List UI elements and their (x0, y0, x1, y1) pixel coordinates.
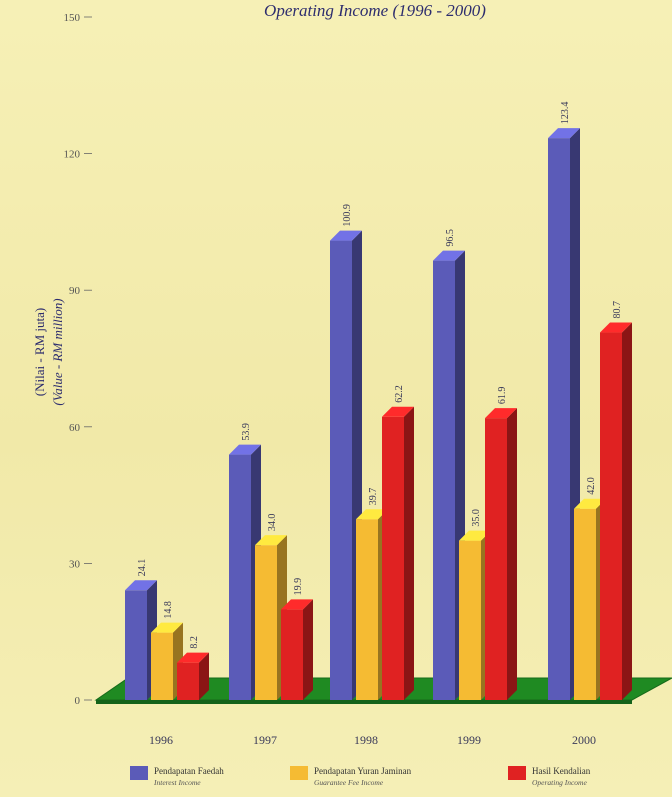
bar-data-label: 53.9 (241, 423, 252, 441)
bar-side (622, 322, 632, 700)
bar-data-label: 80.7 (612, 301, 623, 319)
bar-top (574, 498, 606, 509)
bar-top (255, 535, 287, 546)
y-axis-label: (Nilai - RM juta) (32, 308, 47, 396)
bar-top (330, 230, 362, 241)
bar-front (151, 632, 173, 700)
y-axis-label-group: (Nilai - RM juta) (Value - RM million) (32, 298, 65, 405)
legend: Pendapatan Faedah Interest Income Pendapat… (130, 766, 591, 787)
bar-top (382, 406, 414, 417)
bar-data-label: 61.9 (497, 387, 508, 405)
bar-data-label: 96.5 (445, 229, 456, 247)
legend-swatch (508, 766, 526, 780)
bar-top (229, 444, 261, 455)
bar-front (125, 590, 147, 700)
bar-front (382, 416, 404, 700)
legend-label-english: Interest Income (153, 778, 201, 787)
x-tick-label: 1996 (149, 733, 173, 747)
bar-top (600, 322, 632, 333)
y-axis-ticks: 0 30 60 90 120 150 (64, 12, 92, 707)
x-tick-label: 2000 (572, 733, 596, 747)
bar-front (177, 662, 199, 700)
bar-front (548, 138, 570, 701)
bar-data-label: 39.7 (368, 488, 379, 506)
bar-top (548, 128, 580, 139)
bar-interest-income-1999: 96.5 (433, 229, 465, 700)
bar-data-label: 35.0 (471, 509, 482, 527)
y-axis-label-english: (Value - RM million) (50, 298, 65, 405)
bar-side (199, 652, 209, 700)
bar-front (485, 418, 507, 700)
bar-front (574, 508, 596, 700)
legend-label: Pendapatan Yuran Jaminan (314, 766, 412, 776)
x-axis-ticks: 1996 1997 1998 1999 2000 (149, 733, 596, 747)
bar-data-label: 42.0 (586, 477, 597, 495)
bar-top (281, 599, 313, 610)
y-tick-label: 90 (69, 285, 81, 297)
bar-operating-income-1999: 61.9 (485, 387, 517, 700)
bar-top (125, 580, 157, 591)
bar-data-label: 8.2 (189, 636, 200, 649)
y-tick-label: 30 (69, 558, 81, 570)
bar-side (404, 406, 414, 700)
bar-operating-income-1998: 62.2 (382, 385, 414, 700)
y-tick-label: 120 (64, 149, 81, 161)
chart-floor-edge (96, 700, 632, 704)
legend-label-english: Operating Income (532, 778, 587, 787)
bar-top (459, 530, 491, 541)
bar-data-label: 19.9 (293, 578, 304, 596)
x-tick-label: 1997 (253, 733, 277, 747)
bar-front (600, 332, 622, 700)
chart-title: Operating Income (1996 - 2000) (264, 1, 486, 20)
bar-front (459, 540, 481, 700)
y-tick-label: 0 (75, 695, 81, 707)
bar-top (485, 408, 517, 419)
bar-data-label: 14.8 (163, 601, 174, 619)
bar-operating-income-1997: 19.9 (281, 578, 313, 700)
bar-side (303, 599, 313, 700)
bar-top (356, 509, 388, 520)
y-tick-label: 60 (69, 422, 81, 434)
bar-data-label: 34.0 (267, 514, 278, 532)
legend-swatch (290, 766, 308, 780)
x-tick-label: 1998 (354, 733, 378, 747)
bar-front (433, 260, 455, 700)
bar-data-label: 24.1 (137, 559, 148, 577)
bar-top (177, 652, 209, 663)
x-tick-label: 1999 (457, 733, 481, 747)
bar-front (281, 609, 303, 700)
bar-top (151, 622, 183, 633)
legend-label: Pendapatan Faedah (154, 766, 224, 776)
bar-front (255, 545, 277, 700)
bar-operating-income-1996: 8.2 (177, 636, 209, 700)
bar-front (229, 454, 251, 700)
bar-operating-income-2000: 80.7 (600, 301, 632, 700)
bar-top (433, 250, 465, 261)
bar-front (356, 519, 378, 700)
legend-label-english: Guarantee Fee Income (314, 778, 384, 787)
bar-front (330, 240, 352, 700)
bar-data-label: 123.4 (560, 102, 571, 125)
legend-swatch (130, 766, 148, 780)
bar-data-label: 100.9 (342, 204, 353, 227)
y-tick-label: 150 (64, 12, 81, 24)
legend-label: Hasil Kendalian (532, 766, 591, 776)
bar-side (507, 408, 517, 700)
bars: 24.1 14.8 8.2 53.9 34.0 19.9 100.9 39.7 62.2 96.5… (125, 102, 632, 701)
bar-data-label: 62.2 (394, 385, 405, 403)
